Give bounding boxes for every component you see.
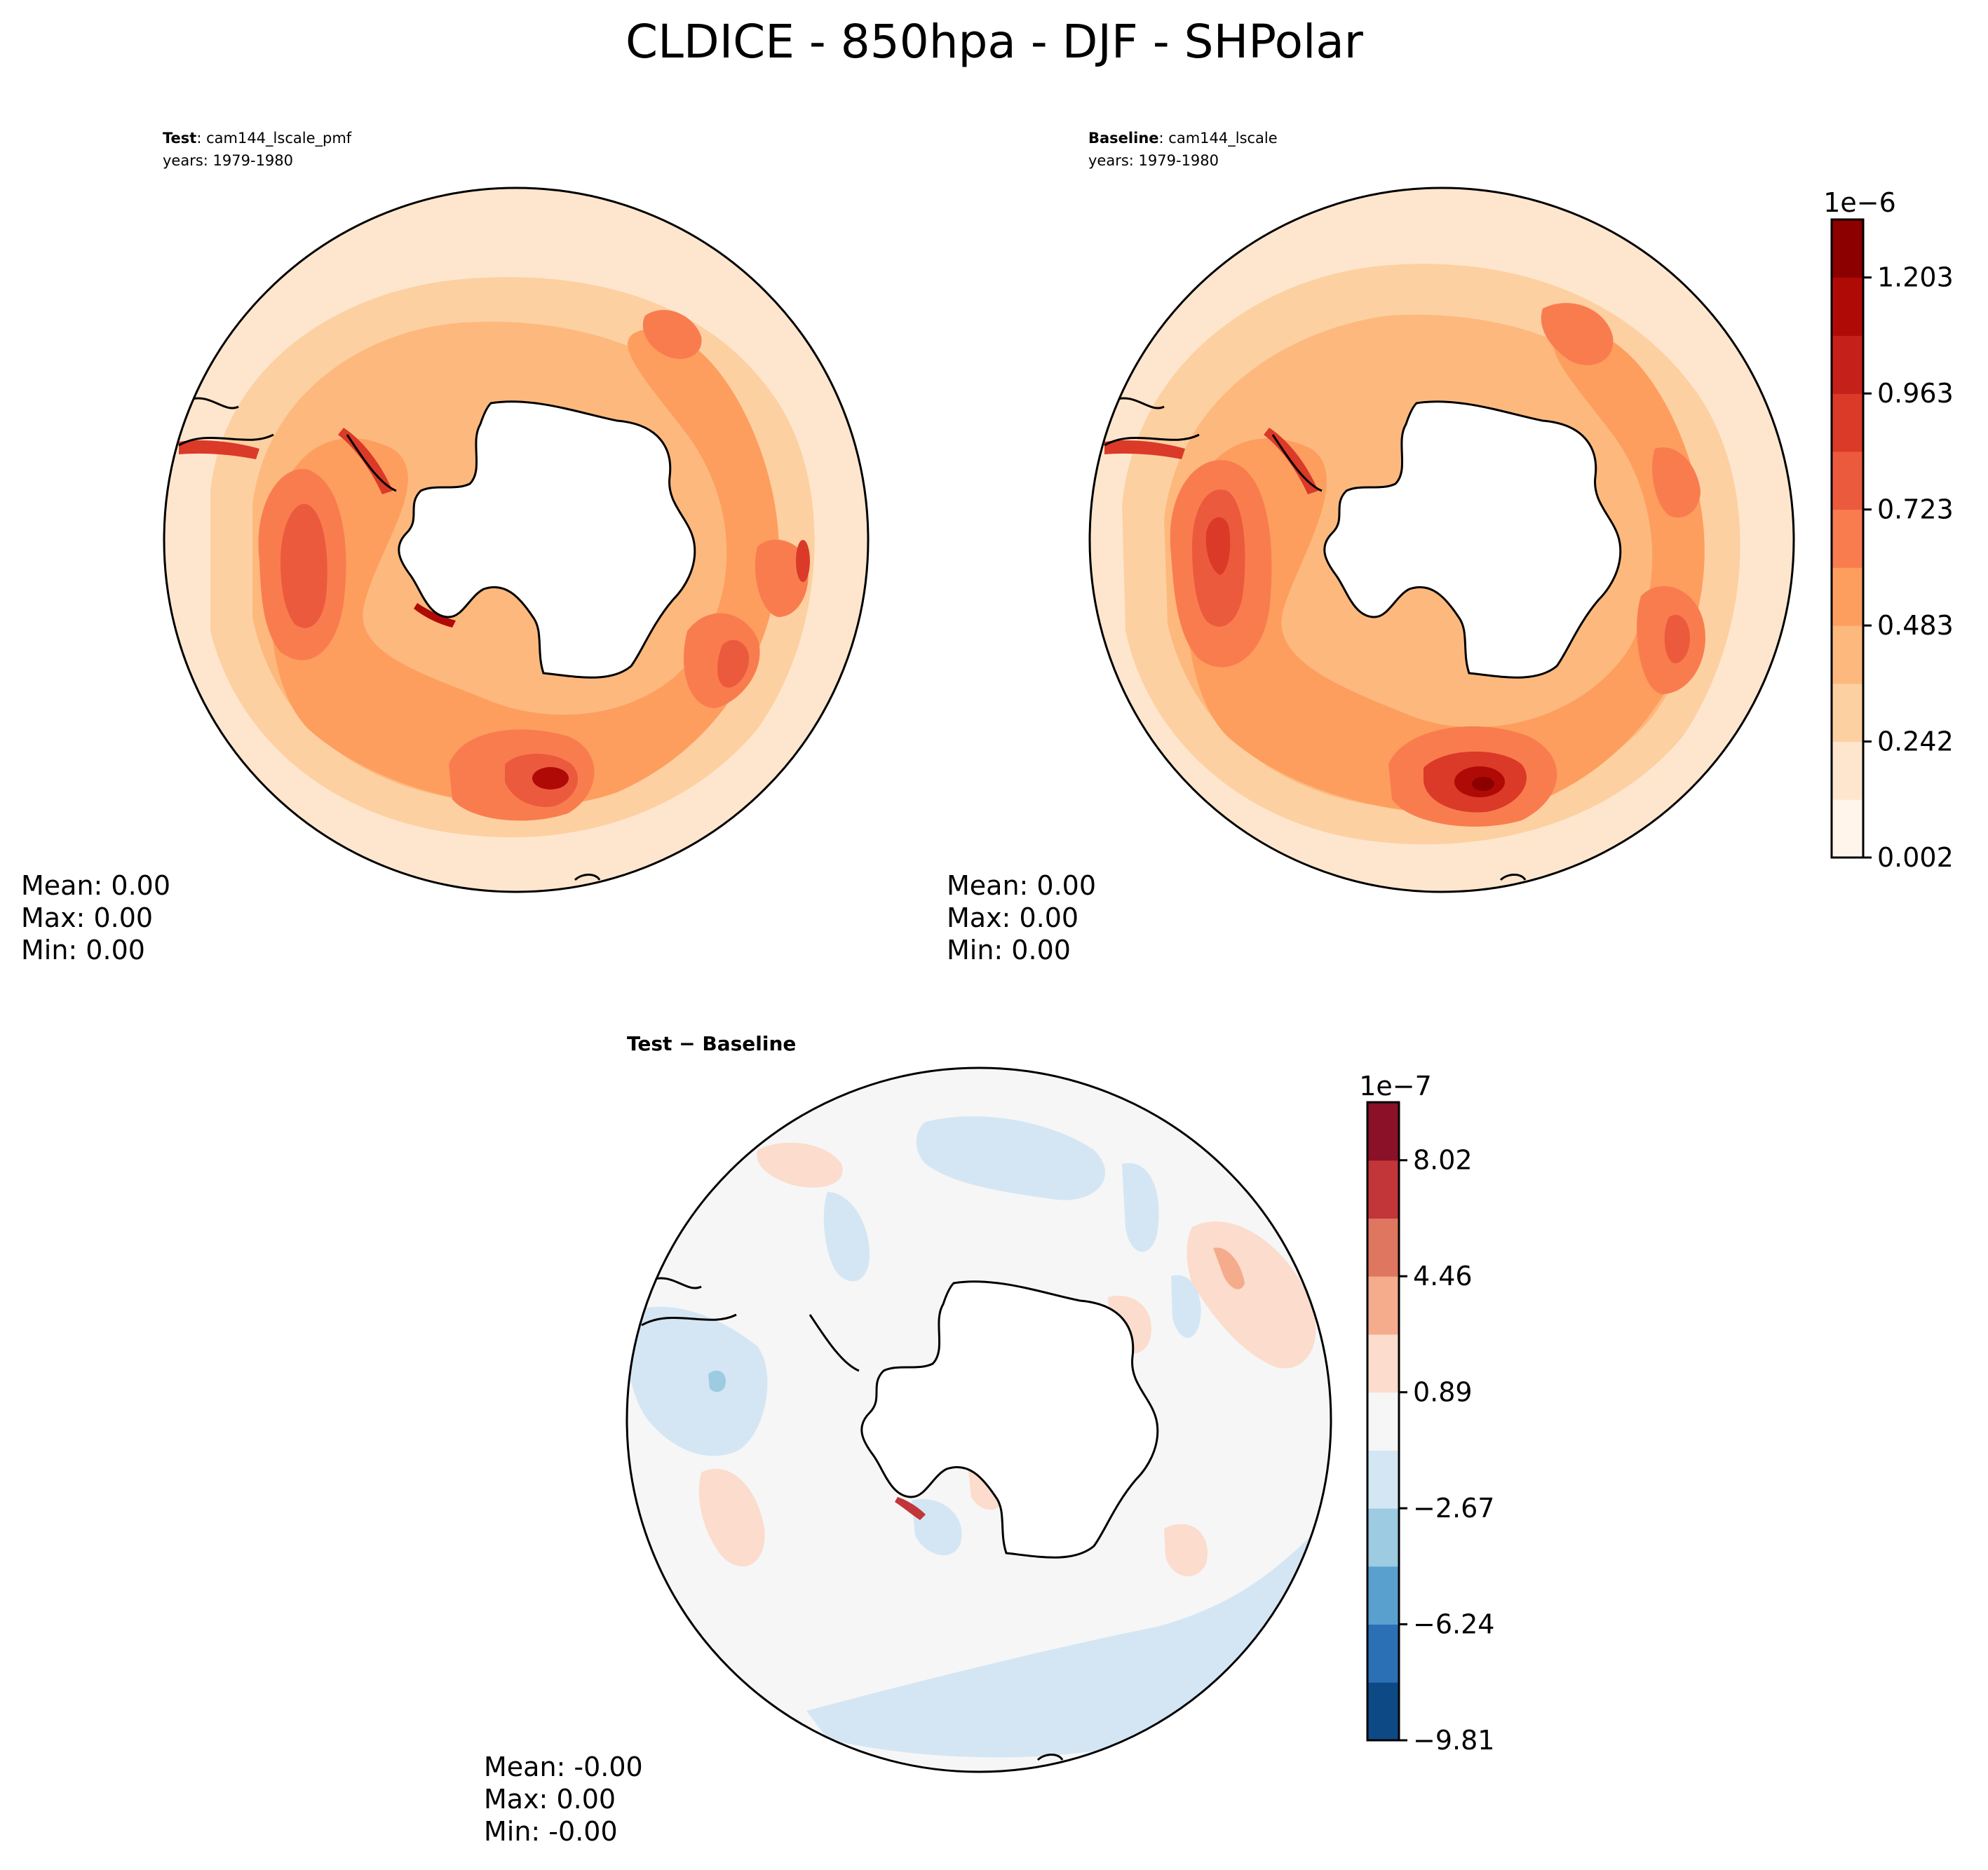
- difference-colorbar-swatch: [1367, 1276, 1399, 1335]
- baseline-colorbar-swatch: [1832, 625, 1863, 684]
- baseline-colorbar-swatch: [1832, 741, 1863, 800]
- baseline-colorbar: 1e−6 0.002 0.242 0.483 0.723 0.963 1.203: [1823, 187, 1954, 873]
- figure-title: CLDICE - 850hpa - DJF - SHPolar: [626, 15, 1364, 69]
- difference-colorbar-tick-label: −2.67: [1413, 1493, 1494, 1524]
- difference-colorbar-swatch: [1367, 1160, 1399, 1219]
- test-panel: Test: cam144_lscale_pmf years: 1979-1980: [21, 130, 870, 966]
- test-panel-label: Test: cam144_lscale_pmf: [163, 130, 352, 147]
- difference-map-field: [627, 1068, 1331, 1772]
- baseline-panel-years: years: 1979-1980: [1088, 152, 1219, 169]
- baseline-colorbar-swatch: [1832, 509, 1863, 568]
- difference-colorbar-swatch: [1367, 1102, 1399, 1161]
- difference-colorbar-swatch: [1367, 1566, 1399, 1625]
- baseline-stat-min: Min: 0.00: [947, 935, 1071, 966]
- baseline-colorbar-exponent: 1e−6: [1823, 187, 1896, 218]
- test-map-boundary: [163, 187, 870, 893]
- baseline-colorbar-swatch: [1832, 683, 1863, 743]
- baseline-colorbar-tick-label: 0.723: [1877, 494, 1954, 525]
- baseline-colorbar-swatches: [1832, 219, 1863, 858]
- difference-colorbar-swatch: [1367, 1624, 1399, 1683]
- baseline-map-boundary: [1088, 187, 1795, 893]
- baseline-colorbar-tick-label: 0.963: [1877, 378, 1954, 409]
- baseline-colorbar-ticks: 0.002 0.242 0.483 0.723 0.963 1.203: [1863, 262, 1954, 873]
- baseline-colorbar-swatch: [1832, 451, 1863, 510]
- difference-colorbar-swatch: [1367, 1508, 1399, 1567]
- baseline-colorbar-tick-label: 0.242: [1877, 726, 1954, 757]
- difference-colorbar-swatch: [1367, 1218, 1399, 1277]
- baseline-panel: Baseline: cam144_lscale years: 1979-1980: [947, 130, 1954, 966]
- baseline-colorbar-tick-label: 1.203: [1877, 262, 1954, 293]
- baseline-colorbar-swatch: [1832, 393, 1863, 452]
- difference-colorbar-swatch: [1367, 1392, 1399, 1451]
- difference-colorbar-frame: [1366, 1101, 1400, 1742]
- difference-map-boundary: [626, 1066, 1332, 1773]
- difference-colorbar-swatch: [1367, 1682, 1399, 1741]
- test-stat-min: Min: 0.00: [21, 935, 145, 966]
- difference-colorbar-swatches: [1367, 1102, 1399, 1741]
- baseline-colorbar-swatch: [1832, 335, 1863, 394]
- difference-colorbar-tick-label: 0.89: [1413, 1377, 1473, 1408]
- difference-colorbar-tick-label: −9.81: [1413, 1725, 1494, 1756]
- baseline-colorbar-swatch: [1832, 277, 1863, 336]
- test-panel-years: years: 1979-1980: [163, 152, 293, 169]
- baseline-colorbar-swatch: [1832, 799, 1863, 858]
- difference-panel-label: Test − Baseline: [627, 1032, 796, 1055]
- baseline-colorbar-tick-label: 0.483: [1877, 610, 1954, 641]
- difference-colorbar-ticks: −9.81 −6.24 −2.67 0.89 4.46 8.02: [1399, 1145, 1494, 1756]
- baseline-stat-mean: Mean: 0.00: [947, 870, 1096, 901]
- difference-stat-min: Min: -0.00: [484, 1816, 618, 1847]
- difference-stat-max: Max: 0.00: [484, 1784, 616, 1815]
- difference-colorbar: 1e−7 −9.81 −6.24 −2.67 0.89 4.46 8.02: [1359, 1071, 1494, 1756]
- baseline-colorbar-swatch: [1832, 567, 1863, 626]
- difference-colorbar-tick-label: −6.24: [1413, 1609, 1494, 1640]
- test-map-field: [164, 188, 868, 892]
- difference-colorbar-tick-label: 4.46: [1413, 1261, 1473, 1292]
- baseline-colorbar-tick-label: 0.002: [1877, 842, 1954, 873]
- difference-colorbar-tick-label: 8.02: [1413, 1145, 1473, 1176]
- difference-panel: Test − Baseline: [484, 1032, 1494, 1847]
- baseline-map-field: [1090, 188, 1794, 892]
- baseline-colorbar-frame: [1830, 218, 1865, 859]
- difference-colorbar-swatch: [1367, 1334, 1399, 1393]
- difference-colorbar-exponent: 1e−7: [1359, 1071, 1432, 1102]
- difference-colorbar-swatch: [1367, 1450, 1399, 1509]
- test-stat-max: Max: 0.00: [21, 902, 153, 933]
- difference-stat-mean: Mean: -0.00: [484, 1752, 643, 1782]
- baseline-colorbar-swatch: [1832, 219, 1863, 278]
- baseline-panel-label: Baseline: cam144_lscale: [1088, 130, 1278, 147]
- test-stat-mean: Mean: 0.00: [21, 870, 170, 901]
- baseline-stat-max: Max: 0.00: [947, 902, 1078, 933]
